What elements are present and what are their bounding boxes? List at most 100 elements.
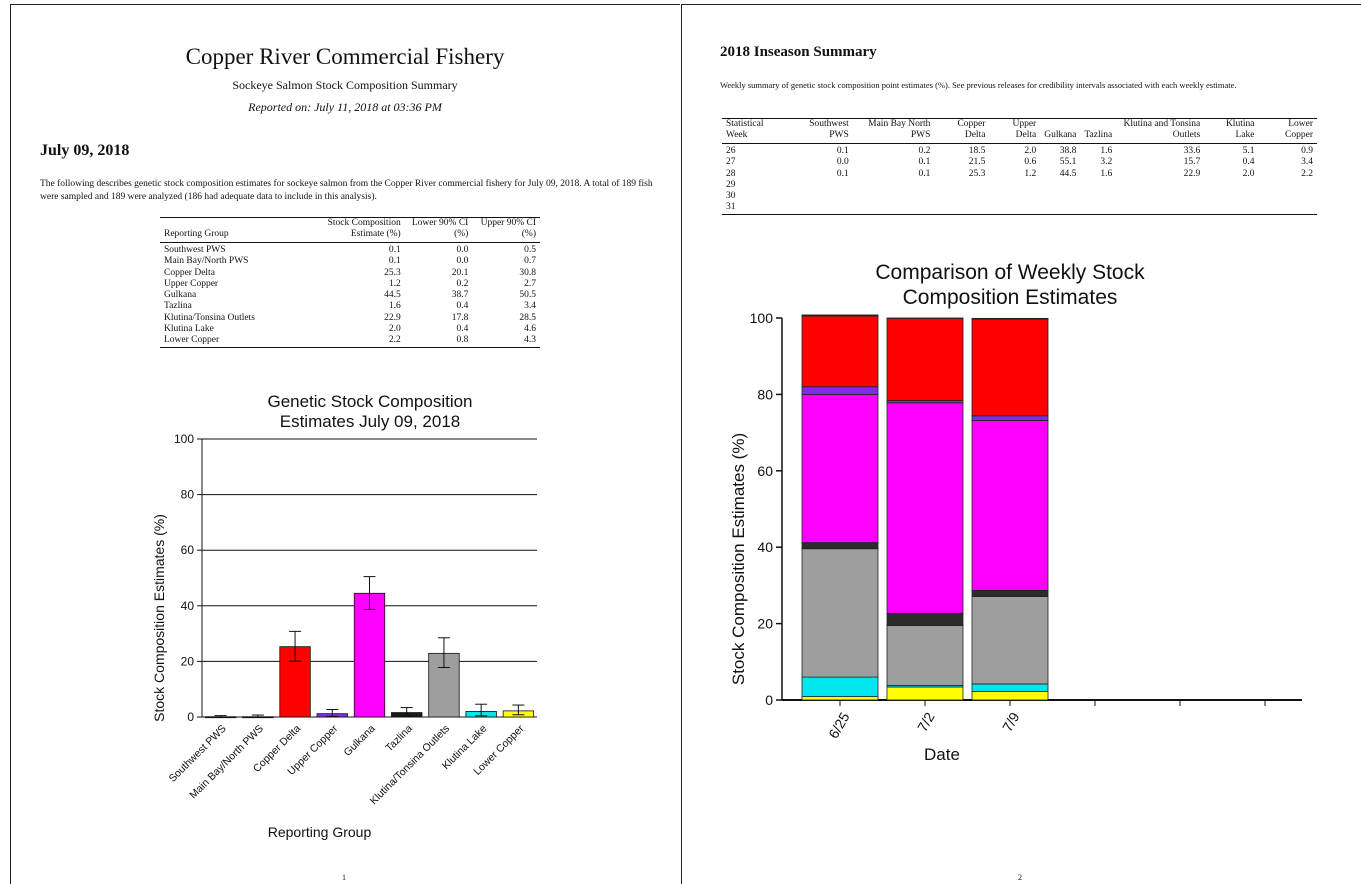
column-header: Copper Delta [957, 119, 986, 140]
table-cell: 0.0 [456, 256, 469, 267]
stacked-bar-segment [886, 625, 964, 686]
table-cell: 4.6 [524, 324, 536, 335]
column-header: Statistical Week [726, 119, 764, 140]
table-cell: 0.1 [388, 245, 401, 255]
table-row: 26 0.1 0.2 18.5 2.0 38.8 1.6 33.6 5.1 0.9 [722, 144, 1317, 158]
table-cell: 29 [726, 179, 736, 190]
y-tick-label: 100 [750, 310, 774, 326]
table-cell: 21.5 [968, 157, 986, 168]
table-row: Klutina Lake 2.0 0.4 4.6 [160, 324, 540, 335]
table-cell [989, 202, 1040, 214]
table-cell [1040, 202, 1080, 214]
date-heading: July 09, 2018 [40, 142, 130, 159]
table-cell: 28.5 [519, 312, 536, 323]
table-cell: Lower Copper [164, 335, 220, 346]
table-cell: Klutina Lake [164, 324, 214, 335]
y-tick-label: 40 [757, 539, 773, 555]
stacked-bar-segment [886, 317, 964, 401]
report-timestamp: Reported on: July 11, 2018 at 03:36 PM [248, 100, 442, 114]
table-cell: 0.1 [918, 157, 931, 168]
table-cell: 0.4 [456, 301, 469, 312]
table-cell: 17.8 [451, 312, 469, 323]
table-cell [1080, 180, 1116, 191]
stacked-bar-segment [971, 683, 1049, 692]
table-cell: 38.8 [1059, 146, 1077, 156]
weekly-summary-table: Statistical Week Southwest PWS Main Bay No… [722, 118, 1317, 215]
table-cell: 0.0 [456, 245, 469, 255]
table-cell: 0.6 [1024, 157, 1037, 168]
table-cell: 1.2 [1024, 168, 1037, 179]
y-tick-label: 60 [181, 543, 195, 557]
table-cell: 27 [726, 157, 736, 168]
y-axis-label: Stock Composition Estimates (%) [729, 433, 748, 685]
table-cell: 0.4 [456, 324, 469, 335]
y-tick-label: 0 [187, 710, 194, 724]
table-cell: 0.4 [1242, 157, 1255, 168]
intro-paragraph: The following describes genetic stock co… [40, 179, 653, 202]
bar [353, 592, 386, 718]
table-row: 31 [722, 202, 1317, 215]
table-header-row: Statistical Week Southwest PWS Main Bay No… [722, 118, 1317, 144]
table-cell: 0.1 [918, 168, 931, 179]
y-tick-label: 60 [757, 463, 773, 479]
x-tick-label: 6/25 [825, 709, 853, 741]
column-header: Klutina and Tonsina Outlets [1123, 119, 1201, 140]
weekly-stacked-bar-chart: 0 20 40 60 80 100 6/25 7/2 7/9 Date Stock Composit… [729, 310, 1302, 764]
table-cell [1116, 180, 1204, 191]
stacked-bar-segment [801, 696, 879, 701]
table-cell: Gulkana [164, 290, 197, 301]
table-cell: 0.0 [836, 157, 849, 168]
table-cell: 30 [726, 191, 736, 202]
stacked-bar-segment [801, 542, 879, 550]
table-cell: 33.6 [1183, 146, 1201, 156]
page-number: 1 [342, 873, 346, 882]
table-cell: 3.2 [1100, 157, 1113, 168]
y-tick-label: 40 [181, 599, 195, 613]
table-cell [934, 180, 989, 191]
stacked-bar-segment [886, 402, 964, 614]
table-cell [1080, 202, 1116, 214]
column-header: Klutina Lake [1225, 119, 1255, 140]
y-tick-label: 0 [765, 692, 773, 708]
table-cell: 38.7 [451, 290, 469, 301]
table-row: Klutina/Tonsina Outlets 22.9 17.8 28.5 [160, 313, 540, 324]
page-number: 2 [1018, 873, 1022, 882]
column-header: Lower 90% CI (%) [411, 218, 469, 239]
table-row: Lower Copper 2.2 0.8 4.3 [160, 335, 540, 348]
table-cell [1258, 180, 1317, 191]
table-cell: 44.5 [1059, 168, 1077, 179]
table-cell [1204, 180, 1258, 191]
column-header: Gulkana [1044, 130, 1077, 140]
section-heading: 2018 Inseason Summary [720, 44, 877, 60]
table-cell: 1.6 [1100, 146, 1113, 156]
table-cell [787, 180, 853, 191]
x-axis-label: Reporting Group [268, 824, 372, 840]
table-cell: 4.3 [524, 335, 536, 346]
table-cell: 0.1 [836, 168, 849, 179]
column-header: Tazlina [1084, 130, 1113, 140]
stacked-bar-segment [801, 394, 879, 544]
table-cell: 1.6 [388, 301, 401, 312]
stacked-bar-segment [801, 386, 879, 395]
table-cell [1080, 191, 1116, 202]
table-cell [1258, 191, 1317, 202]
table-row: Upper Copper 1.2 0.2 2.7 [160, 279, 540, 290]
table-row: 30 [722, 191, 1317, 202]
section-intro: Weekly summary of genetic stock composit… [720, 80, 1237, 90]
y-tick-label: 20 [181, 654, 195, 668]
table-row: Tazlina 1.6 0.4 3.4 [160, 301, 540, 312]
table-cell: 2.2 [388, 335, 401, 346]
stacked-bar-segment [971, 415, 1049, 421]
table-header-row: Reporting Group Stock Composition Estima… [160, 217, 540, 243]
table-cell [1040, 180, 1080, 191]
table-row: Main Bay/North PWS 0.1 0.0 0.7 [160, 256, 540, 267]
column-header: Stock Composition Estimate (%) [327, 218, 401, 239]
document-page-1 [10, 4, 680, 884]
column-header: Main Bay North PWS [868, 119, 931, 140]
estimate-table: Reporting Group Stock Composition Estima… [160, 217, 540, 348]
stacked-bar-segment [971, 318, 1049, 417]
table-row: 29 [722, 180, 1317, 191]
table-cell: 31 [726, 202, 736, 213]
table-cell [1116, 191, 1204, 202]
